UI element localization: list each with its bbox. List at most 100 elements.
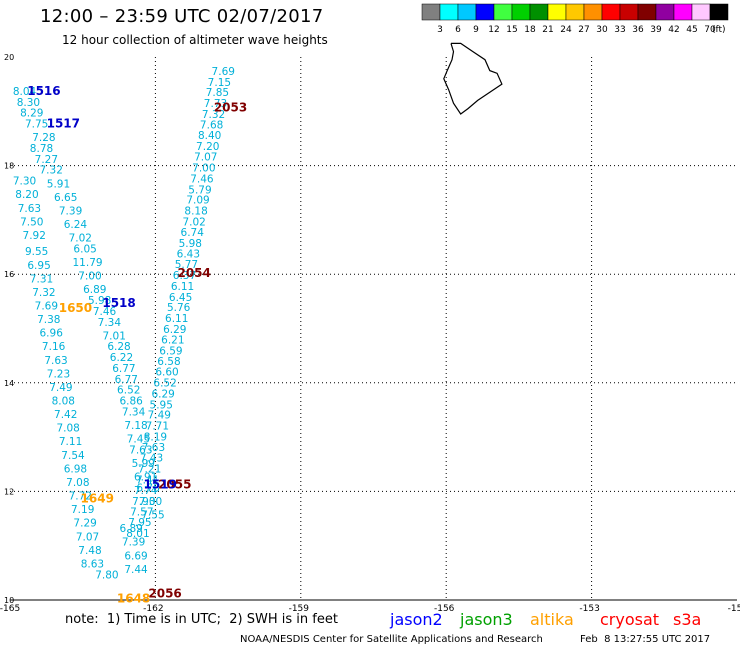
wave-height-value: 11.79 [73,257,103,269]
pass-time-label: 1650 [59,301,92,315]
wave-height-value: 7.74 [134,485,158,497]
x-tick-label: -153 [579,604,599,614]
wave-height-value: 6.43 [177,248,200,260]
x-tick-label: -15 [728,604,740,614]
wave-height-value: 8.08 [52,396,75,408]
wave-height-value: 7.08 [66,477,89,489]
pass-time-label: 1648 [117,592,150,606]
wave-height-value: 6.69 [124,550,147,562]
legend-tick-label: 6 [455,25,461,35]
satellite-label-jason2: jason2 [390,610,443,629]
wave-height-value: 7.34 [98,317,122,329]
wave-height-value: 8.18 [184,205,207,217]
wave-height-value: 8.30 [17,97,40,109]
wave-height-value: 7.42 [54,409,77,421]
y-tick-label: 14 [4,379,14,388]
wave-height-value: 7.00 [139,496,162,508]
island-outline [443,42,503,115]
wave-height-value: 6.60 [155,367,178,379]
page-title: 12:00 – 23:59 UTC 02/07/2017 [40,6,324,27]
wave-height-value: 6.78 [136,482,159,494]
wave-height-value: 7.85 [206,87,229,99]
wave-height-value: 7.72 [69,491,92,503]
pass-time-label: 2056 [148,586,181,600]
wave-height-value: 7.44 [124,564,148,576]
wave-height-value: 8.29 [20,108,43,120]
legend-tick-label: 24 [560,25,572,35]
wave-height-value: 7.32 [202,109,225,121]
wave-height-value: 7.49 [148,410,171,422]
wave-height-value: 7.02 [69,233,92,245]
legend-tick-label: 42 [668,25,679,35]
wave-height-value: 5.79 [188,184,211,196]
wave-height-value: 7.92 [23,230,46,242]
wave-height-value: 7.39 [59,205,82,217]
wave-height-value: 5.77 [175,259,198,271]
wave-height-value: 5.99 [132,458,155,470]
color-legend: 3 6 9 12 15 18 21 24 27 30 33 36 39 42 45 70(ft) [421,3,729,35]
wave-height-value: 7.46 [93,306,117,318]
wave-height-value: 7.63 [18,203,41,215]
wave-height-value: 7.02 [182,216,205,228]
legend-tick-label: 3 [437,25,443,35]
wave-height-value: 7.75 [25,119,48,131]
x-tick-label: -156 [434,604,455,614]
wave-height-value: 7.54 [61,450,85,462]
legend-tick-label: 21 [542,25,553,35]
wave-height-value: 6.95 [27,260,50,272]
wave-height-value: 7.11 [59,436,82,448]
legend-tick-label: 70 [704,25,716,35]
wave-height-value: 6.22 [110,352,133,364]
wave-height-value: 7.50 [20,216,43,228]
wave-height-value: 6.91 [134,472,157,484]
generation-timestamp: Feb 8 13:27:55 UTC 2017 [580,634,711,645]
wave-height-value: 6.89 [83,284,106,296]
wave-height-value: 6.37 [173,270,196,282]
pass-time-label: 1516 [27,84,60,98]
wave-height-value: 7.46 [190,173,214,185]
wave-height-value: 7.80 [95,569,118,581]
legend-unit: (ft) [712,25,726,35]
wave-height-value: 6.11 [165,313,188,325]
wave-height-value: 7.27 [35,154,58,166]
legend-tick-label: 39 [650,25,662,35]
pass-time-label: 1519 [144,478,177,492]
wave-height-value: 7.41 [136,474,159,486]
wave-height-value: 6.29 [163,324,186,336]
wave-height-value: 6.59 [159,346,182,358]
wave-height-value: 8.01 [126,528,149,540]
wave-height-value: 8.78 [30,143,53,155]
pass-time-label: 1518 [102,296,135,310]
wave-height-value: 7.21 [138,463,161,475]
wave-height-value: 7.71 [146,420,169,432]
wave-height-value: 6.45 [169,292,192,304]
wave-height-value: 7.63 [129,444,152,456]
wave-height-value: 7.39 [122,537,145,549]
wave-height-value: 7.63 [44,355,67,367]
wave-height-value: 7.38 [37,314,60,326]
page-subtitle: 12 hour collection of altimeter wave hei… [62,33,328,47]
wave-height-value: 8.63 [81,558,104,570]
wave-height-value: 6.65 [54,192,77,204]
wave-height-value: 6.52 [153,378,176,390]
wave-height-value: 7.00 [192,163,215,175]
wave-height-value: 7.28 [32,132,55,144]
wave-height-value: 6.98 [64,463,87,475]
wave-height-value: 7.32 [32,287,55,299]
legend-tick-label: 36 [632,25,644,35]
wave-height-value: 6.21 [161,335,184,347]
legend-tick-label: 12 [488,25,499,35]
wave-height-value: 6.28 [107,341,130,353]
source-credit: NOAA/NESDIS Center for Satellite Applica… [240,634,543,645]
wave-height-value: 6.77 [112,363,135,375]
pass-time-label: 2054 [177,266,210,280]
wave-height-value: 7.69 [212,66,235,78]
wave-height-value: 6.77 [115,374,138,386]
wave-height-value: 7.07 [194,152,217,164]
y-tick-label: 20 [4,53,14,62]
wave-height-value: 8.19 [144,431,167,443]
wave-height-value: 7.30 [13,176,36,188]
x-tick-label: -159 [289,604,310,614]
wave-height-value: 7.19 [71,504,94,516]
